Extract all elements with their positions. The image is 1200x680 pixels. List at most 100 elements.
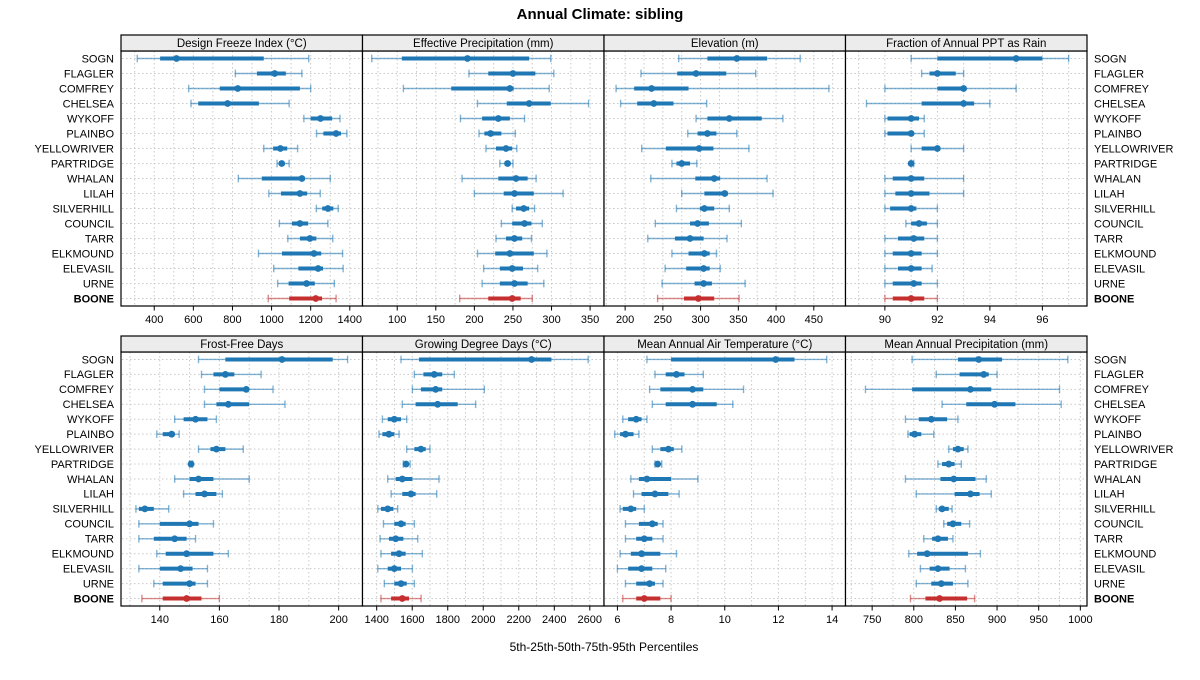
x-axis-tick-label: 14 (826, 614, 838, 626)
site-label-left: COMFREY (59, 83, 115, 95)
site-label-left: LILAH (83, 188, 114, 200)
site-label-right: FLAGLER (1094, 68, 1144, 80)
median-dot (937, 580, 945, 587)
median-dot (508, 295, 516, 302)
site-label-right: SOGN (1094, 354, 1126, 366)
median-dot (646, 580, 654, 587)
x-axis-tick-label: 800 (223, 314, 241, 326)
median-dot (640, 595, 648, 602)
site-label-left: FLAGLER (64, 369, 114, 381)
median-dot (171, 535, 179, 543)
median-dot (907, 175, 915, 182)
x-axis-tick-label: 180 (270, 614, 288, 626)
median-dot (173, 55, 180, 62)
median-dot (907, 295, 915, 302)
panel-strip-title: Frost-Free Days (200, 339, 283, 351)
median-dot (910, 235, 918, 242)
median-dot (933, 145, 941, 152)
median-dot (502, 145, 510, 152)
site-label-left: ELEVASIL (63, 563, 114, 575)
median-dot (910, 280, 918, 287)
median-dot (407, 490, 415, 498)
median-dot (398, 475, 406, 483)
median-dot (511, 190, 518, 197)
median-dot (689, 400, 696, 408)
x-axis-tick-label: 350 (581, 314, 599, 326)
x-axis-tick-label: 140 (151, 614, 169, 626)
median-dot (397, 580, 405, 587)
median-dot (195, 475, 202, 483)
median-dot (525, 100, 533, 107)
site-label-left: TARR (85, 534, 114, 546)
site-label-right: SILVERHILL (1094, 203, 1156, 215)
x-axis-tick-label: 250 (654, 314, 672, 326)
site-label-left: WYKOFF (67, 113, 114, 125)
panel-area: SOGN SOGN FLAGLER FLAGLER COMFREY COMFREY CHEL… (35, 34, 1174, 626)
median-dot (694, 220, 701, 227)
median-dot (242, 385, 250, 393)
site-label-right: YELLOWRIVER (1094, 444, 1174, 456)
median-dot (201, 490, 208, 498)
site-label-right: ELKMOUND (1094, 549, 1156, 561)
site-label-right: ELEVASIL (1094, 563, 1145, 575)
median-dot (432, 385, 440, 393)
x-axis-tick-label: 1200 (298, 314, 322, 326)
median-dot (141, 505, 149, 513)
x-axis-tick-label: 950 (1030, 614, 1048, 626)
median-dot (911, 430, 919, 438)
panel-strip-title: Elevation (m) (691, 38, 759, 50)
x-axis-tick-label: 12 (772, 614, 784, 626)
site-label-left: URNE (83, 578, 114, 590)
median-dot (395, 550, 403, 558)
median-dot (183, 550, 190, 558)
median-dot (733, 55, 741, 62)
x-axis-tick-label: 200 (329, 614, 347, 626)
median-dot (772, 356, 780, 363)
site-label-right: LILAH (1094, 188, 1125, 200)
median-dot (312, 295, 320, 302)
median-dot (521, 220, 528, 227)
site-label-left: YELLOWRIVER (35, 444, 115, 456)
x-axis-tick-label: 1400 (364, 614, 388, 626)
median-dot (725, 115, 733, 122)
x-axis-tick-label: 2400 (542, 614, 566, 626)
median-dot (392, 535, 400, 543)
site-label-left: ELEVASIL (63, 263, 114, 275)
page-title: Annual Climate: sibling (517, 6, 684, 23)
median-dot (186, 580, 193, 587)
site-label-right: FLAGLER (1094, 369, 1144, 381)
site-label-right: WYKOFF (1094, 414, 1141, 426)
median-dot (700, 250, 708, 257)
site-label-left: SOGN (82, 53, 114, 65)
median-dot (324, 205, 332, 212)
x-axis-tick-label: 400 (767, 314, 785, 326)
site-label-right: TARR (1094, 534, 1123, 546)
median-dot (192, 415, 199, 423)
median-dot (213, 445, 220, 453)
x-axis-tick-label: 2200 (507, 614, 531, 626)
median-dot (907, 130, 915, 137)
median-dot (509, 70, 517, 77)
median-dot (915, 220, 923, 227)
panel-strip-title: Mean Annual Air Temperature (°C) (637, 339, 812, 351)
median-dot (224, 400, 232, 408)
median-dot (960, 85, 968, 92)
median-dot (689, 385, 696, 393)
site-label-left: COUNCIL (64, 519, 114, 531)
median-dot (511, 280, 518, 287)
median-dot (700, 265, 708, 272)
median-dot (975, 356, 983, 363)
site-label-right: BOONE (1094, 593, 1134, 605)
median-dot (710, 175, 718, 182)
median-dot (234, 85, 242, 92)
site-label-left: PLAINBO (66, 429, 114, 441)
median-dot (907, 205, 915, 212)
median-dot (907, 160, 915, 167)
site-label-left: BOONE (74, 593, 114, 605)
site-label-left: PARTRIDGE (51, 459, 114, 471)
median-dot (385, 430, 393, 438)
x-axis-tick-label: 900 (988, 614, 1006, 626)
median-dot (945, 460, 953, 468)
median-dot (276, 145, 284, 152)
